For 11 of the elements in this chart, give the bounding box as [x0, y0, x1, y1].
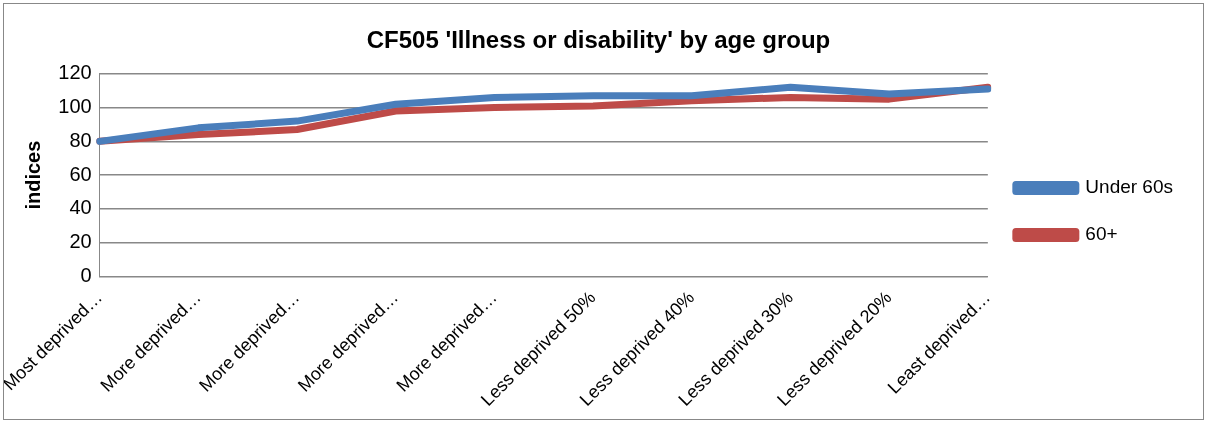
y-tick-label: 80: [69, 128, 92, 151]
chart-title: CF505 'Illness or disability' by age group: [366, 26, 831, 54]
y-tick-label: 0: [80, 263, 92, 286]
y-tick-label: 100: [58, 95, 92, 118]
legend-label: 60+: [1085, 223, 1118, 245]
y-axis-title: indices: [21, 140, 44, 210]
y-tick-label: 60: [69, 162, 92, 185]
y-tick-label: 120: [58, 61, 92, 84]
y-tick-label: 40: [69, 196, 92, 219]
y-tick-label: 20: [69, 230, 92, 253]
legend-label: Under 60s: [1085, 176, 1174, 198]
